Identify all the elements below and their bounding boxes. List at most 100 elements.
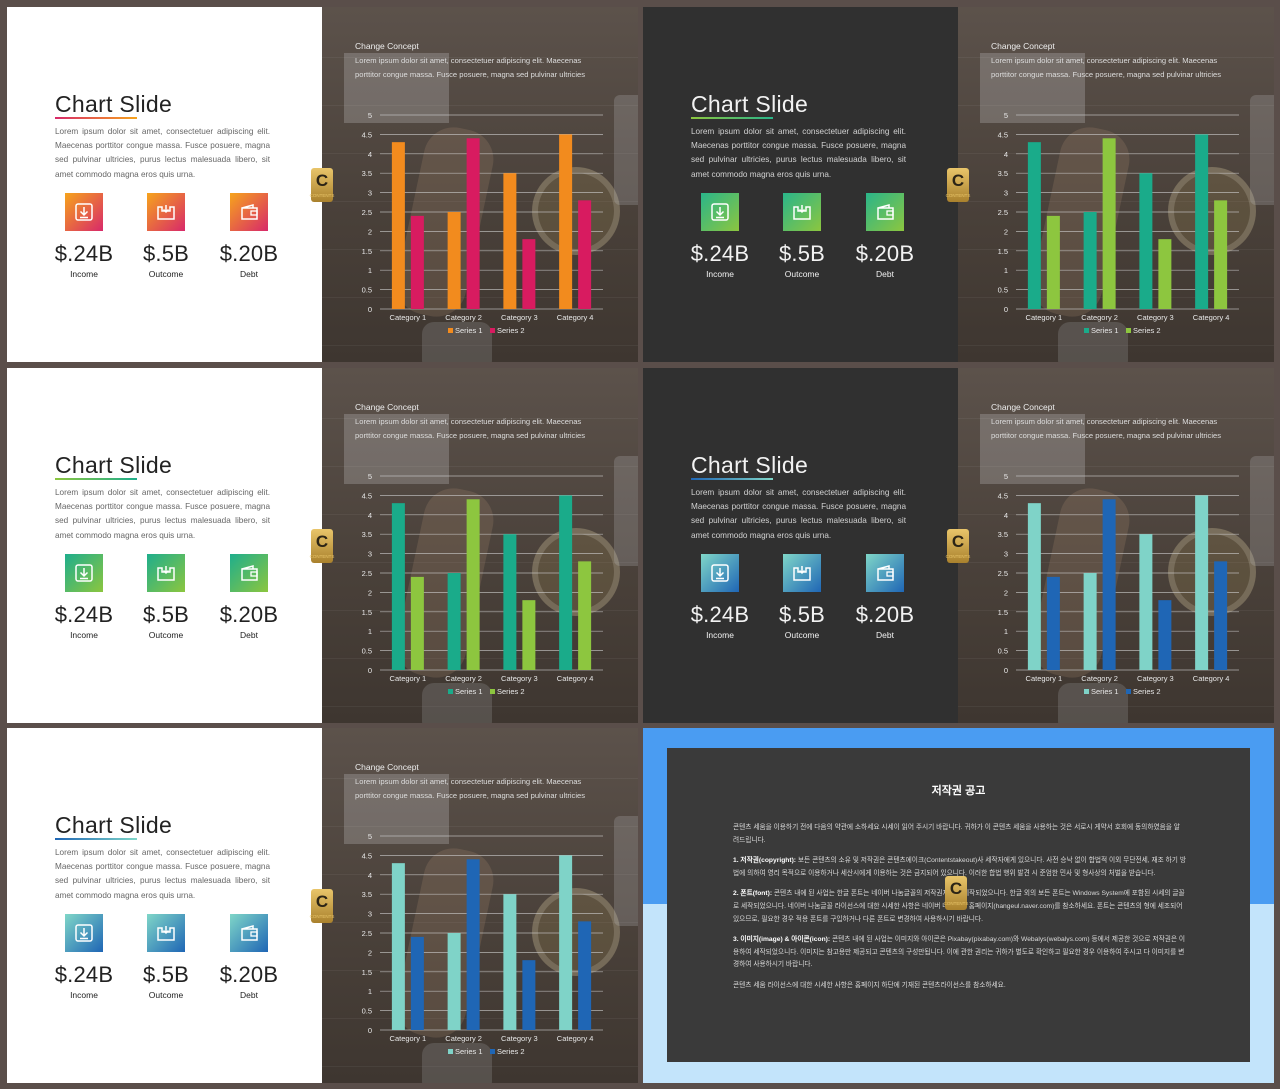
y-tick-label: 0.5 bbox=[362, 1007, 372, 1016]
y-tick-label: 2.5 bbox=[998, 208, 1008, 217]
stat-label: Outcome bbox=[148, 990, 184, 1000]
badge-text: CONTENTS bbox=[309, 914, 335, 919]
x-tick-label: Category 1 bbox=[1026, 313, 1063, 322]
chart-heading: Change Concept bbox=[355, 402, 419, 412]
stat-value: $.5B bbox=[142, 241, 190, 266]
stat-label: Income bbox=[706, 269, 734, 279]
bar-1-1 bbox=[1027, 142, 1041, 309]
stat-label: Income bbox=[706, 630, 734, 640]
notice-logo-badge: C CONTENTS bbox=[939, 873, 973, 913]
chart-heading: Change Concept bbox=[355, 762, 419, 772]
slide-text-panel: Chart Slide Lorem ipsum dolor sit amet, c… bbox=[643, 368, 958, 723]
y-tick-label: 2 bbox=[1004, 227, 1008, 236]
wallet-icon bbox=[877, 204, 894, 220]
logo-badge: C CONTENTS bbox=[305, 886, 339, 926]
chart-slide: Chart Slide Lorem ipsum dolor sit amet, c… bbox=[7, 7, 638, 362]
title-underline bbox=[55, 117, 137, 119]
legend-label: Series 2 bbox=[497, 687, 525, 696]
bar-2-1 bbox=[410, 215, 424, 309]
legend-label: Series 1 bbox=[1091, 326, 1119, 335]
legend-swatch bbox=[1126, 689, 1131, 694]
stat-value: $.5B bbox=[142, 602, 190, 627]
y-tick-label: 3.5 bbox=[998, 169, 1008, 178]
bar-chart: 0 0.5 1 1.5 2 2.5 3 3.5 4 4.5 5 Category 1 Category … bbox=[998, 472, 1239, 696]
badge-text: CONTENTS bbox=[945, 554, 971, 559]
y-tick-label: 2 bbox=[368, 227, 372, 236]
slide-body-text: Lorem ipsum dolor sit amet, consectetuer… bbox=[55, 488, 270, 540]
chart-panel: Change Concept Lorem ipsum dolor sit amet… bbox=[322, 7, 638, 362]
chart-panel: Change Concept Lorem ipsum dolor sit amet… bbox=[322, 728, 638, 1083]
x-tick-label: Category 1 bbox=[390, 313, 427, 322]
stat-value: $.20B bbox=[855, 602, 915, 627]
stat-value: $.20B bbox=[855, 241, 915, 266]
bar-chart: 0 0.5 1 1.5 2 2.5 3 3.5 4 4.5 5 Category 1 Category … bbox=[998, 111, 1239, 335]
slide-body-text: Lorem ipsum dolor sit amet, consectetuer… bbox=[55, 127, 270, 179]
bar-2-1 bbox=[410, 576, 424, 670]
y-tick-label: 3.5 bbox=[998, 530, 1008, 539]
bar-chart: 0 0.5 1 1.5 2 2.5 3 3.5 4 4.5 5 Category 1 Category … bbox=[362, 472, 603, 696]
chart-description: Lorem ipsum dolor sit amet, consectetuer… bbox=[991, 417, 1222, 440]
bar-2-4 bbox=[1214, 200, 1228, 309]
stat-label: Debt bbox=[240, 990, 258, 1000]
inbox-arrow-icon bbox=[157, 926, 175, 941]
bar-1-4 bbox=[559, 495, 573, 670]
stat-label: Income bbox=[70, 630, 98, 640]
slide-title: Chart Slide bbox=[55, 91, 173, 117]
bar-1-1 bbox=[391, 503, 405, 670]
bar-2-1 bbox=[410, 936, 424, 1030]
copyright-notice-slide: 저작권 공고 콘텐츠 세움을 이용하기 전에 다음의 약관에 소하세요 시세이 … bbox=[643, 728, 1274, 1083]
y-tick-label: 1 bbox=[368, 987, 372, 996]
x-tick-label: Category 2 bbox=[445, 1034, 482, 1043]
legend-swatch bbox=[1126, 328, 1131, 333]
legend-label: Series 2 bbox=[497, 1047, 525, 1056]
title-underline bbox=[691, 117, 773, 119]
bar-1-4 bbox=[559, 855, 573, 1030]
bar-2-2 bbox=[1102, 138, 1116, 309]
y-tick-label: 5 bbox=[1004, 472, 1008, 481]
stat-icon-box bbox=[866, 554, 904, 592]
bar-2-1 bbox=[1046, 576, 1060, 670]
logo-badge: C CONTENTS bbox=[941, 165, 975, 205]
bar-2-4 bbox=[578, 921, 592, 1030]
bar-2-2 bbox=[466, 499, 480, 670]
slide-title: Chart Slide bbox=[691, 452, 809, 478]
stat-income: $.24B Income bbox=[39, 554, 129, 640]
slide-text-panel: Chart Slide Lorem ipsum dolor sit amet, c… bbox=[7, 368, 322, 723]
bar-2-3 bbox=[522, 239, 536, 309]
y-tick-label: 4 bbox=[368, 871, 372, 880]
badge-letter: C bbox=[315, 892, 329, 911]
wallet-icon bbox=[877, 565, 894, 581]
y-tick-label: 1.5 bbox=[362, 608, 372, 617]
bar-1-2 bbox=[1083, 573, 1097, 670]
stat-debt: $.20B Debt bbox=[204, 554, 294, 640]
logo-badge: C CONTENTS bbox=[941, 526, 975, 566]
stat-label: Income bbox=[70, 990, 98, 1000]
wallet-icon bbox=[241, 204, 258, 220]
stat-debt: $.20B Debt bbox=[204, 914, 294, 1000]
stat-icon-box bbox=[866, 193, 904, 231]
badge-text: CONTENTS bbox=[309, 554, 335, 559]
y-tick-label: 0.5 bbox=[998, 647, 1008, 656]
legend-label: Series 1 bbox=[455, 1047, 483, 1056]
bar-1-3 bbox=[503, 534, 517, 670]
x-tick-label: Category 4 bbox=[557, 1034, 594, 1043]
stat-debt: $.20B Debt bbox=[840, 554, 930, 640]
title-underline bbox=[55, 838, 137, 840]
stat-icon-box bbox=[701, 193, 739, 231]
chart-heading: Change Concept bbox=[355, 41, 419, 51]
badge-letter: C bbox=[315, 171, 329, 190]
chart-description: Lorem ipsum dolor sit amet, consectetuer… bbox=[991, 56, 1222, 79]
stat-icon-box bbox=[65, 193, 103, 231]
bar-1-3 bbox=[1139, 534, 1153, 670]
x-tick-label: Category 3 bbox=[501, 313, 538, 322]
inbox-arrow-icon bbox=[157, 566, 175, 581]
title-underline bbox=[691, 478, 773, 480]
notice-copyright: 1. 저작권(copyright): 보든 콘텐츠의 소유 및 저작권은 콘텐츠… bbox=[733, 855, 1186, 880]
bar-2-3 bbox=[522, 600, 536, 670]
y-tick-label: 1.5 bbox=[362, 247, 372, 256]
slide-title: Chart Slide bbox=[691, 91, 809, 117]
y-tick-label: 3 bbox=[368, 910, 372, 919]
notice-copyright-text: 보든 콘텐츠의 소유 및 저작권은 콘텐츠에이크(Contentstakeout… bbox=[733, 857, 1186, 877]
bar-1-2 bbox=[1083, 212, 1097, 309]
inbox-arrow-icon bbox=[157, 205, 175, 220]
